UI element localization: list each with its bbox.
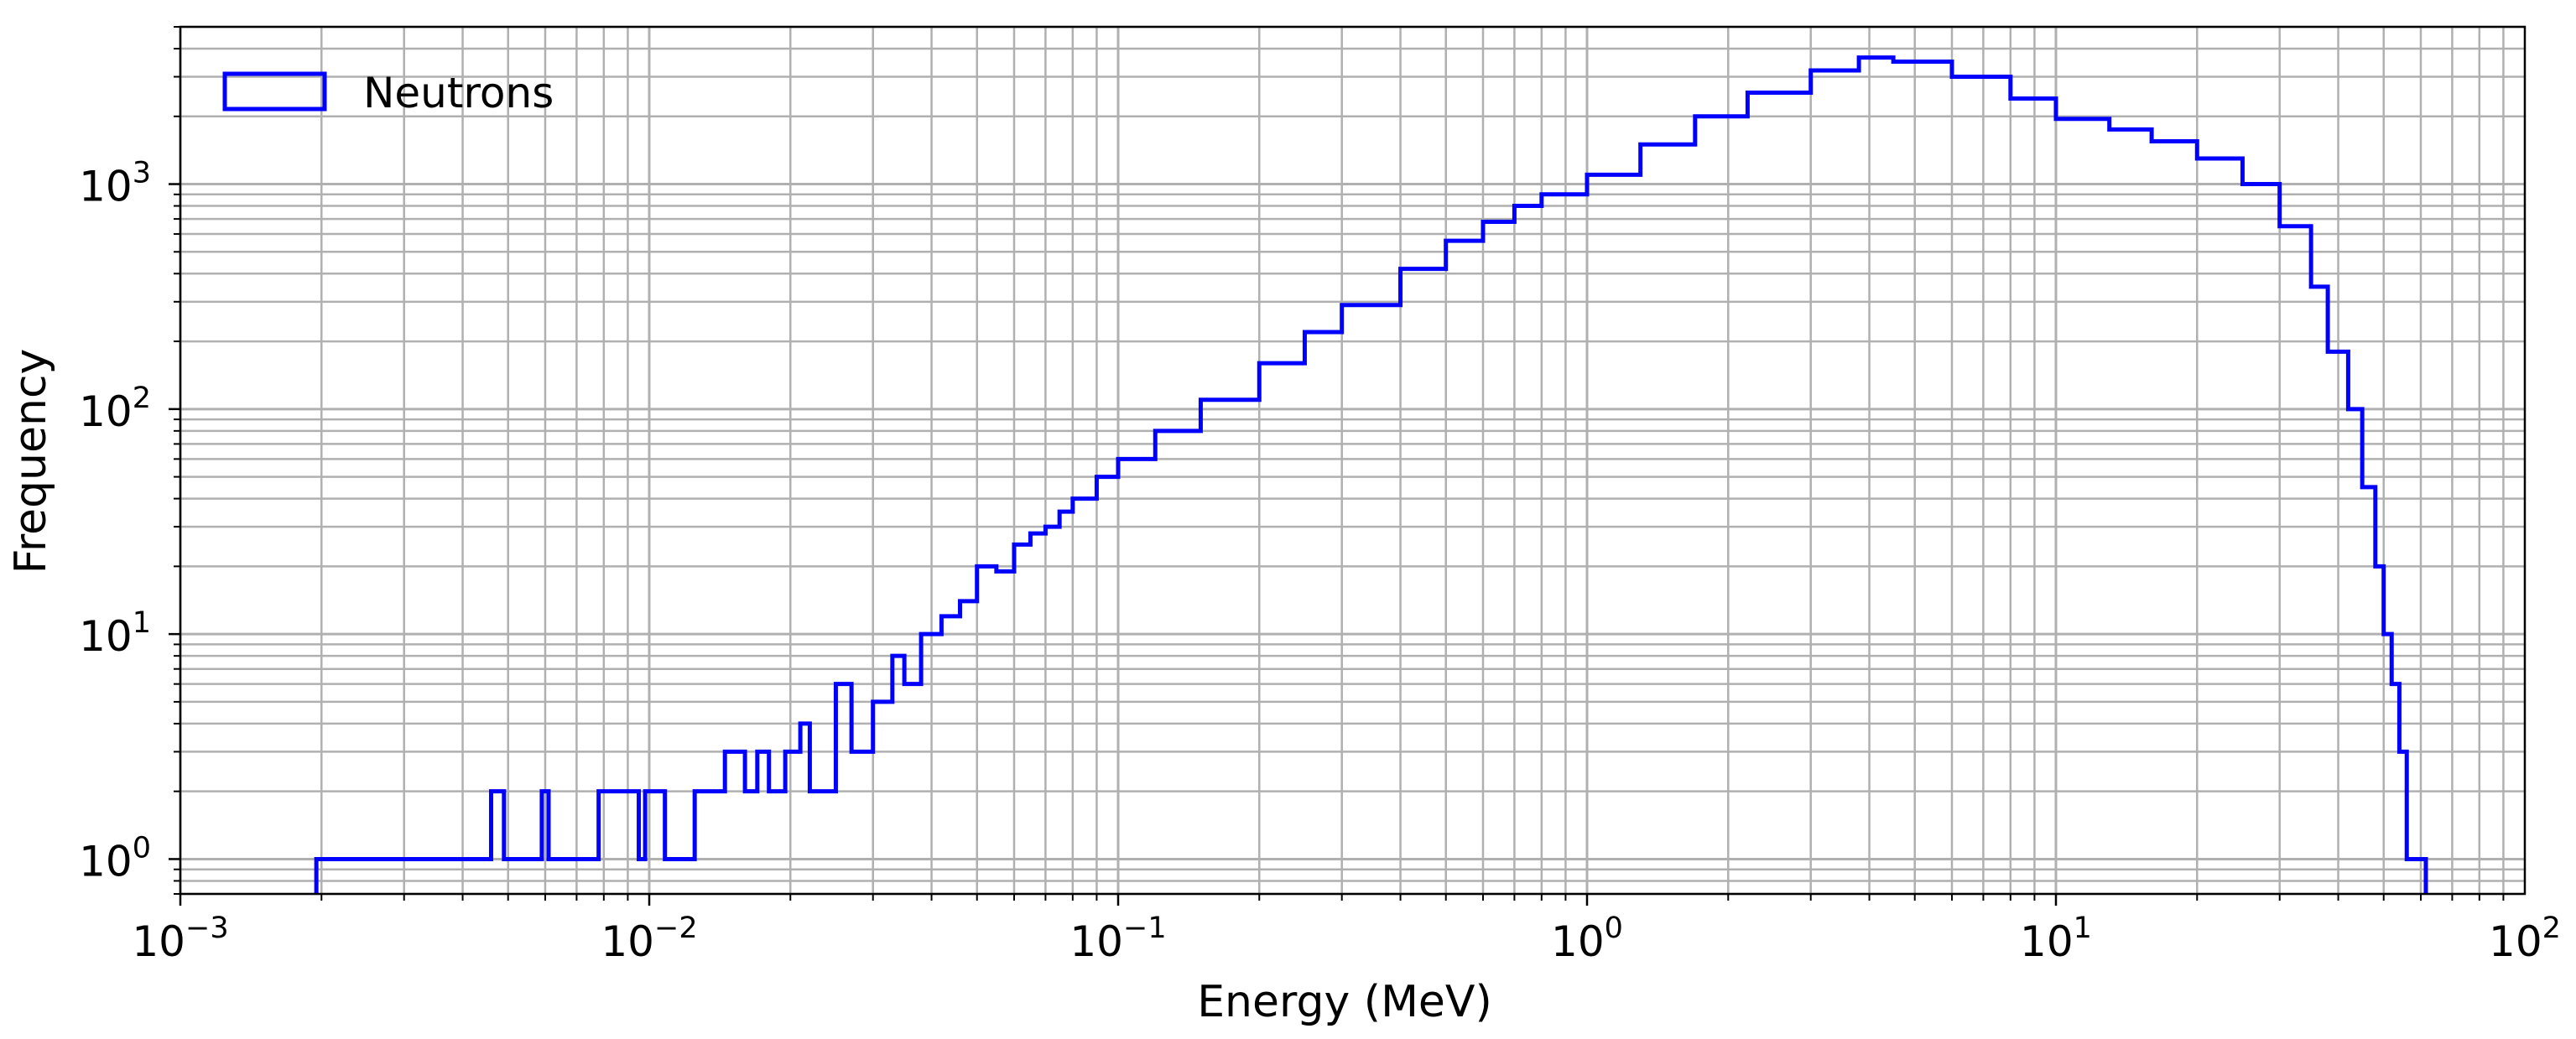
x-tick-label: 10−1	[1069, 912, 1166, 966]
legend: Neutrons	[222, 69, 554, 117]
series-neutrons-line	[314, 55, 2428, 894]
plot-frame	[179, 25, 2527, 896]
x-tick-labels: 10−3 10−2 10−1 100 101 102	[132, 912, 2561, 966]
x-tick-label: 102	[2489, 912, 2561, 966]
x-axis-label: Energy (MeV)	[1197, 977, 1492, 1027]
x-tick-label: 10−2	[601, 912, 697, 966]
x-tick-label: 10−3	[132, 912, 228, 966]
tick-marks	[169, 26, 2505, 906]
x-tick-label: 100	[1551, 912, 1623, 966]
y-tick-label: 100	[79, 831, 151, 886]
y-tick-label: 101	[79, 606, 151, 661]
y-axis-label: Frequency	[6, 349, 56, 574]
y-tick-label: 102	[79, 382, 151, 436]
y-tick-labels: 100 101 102 103	[79, 157, 151, 886]
legend-label: Neutrons	[363, 69, 554, 117]
y-tick-label: 103	[79, 157, 151, 211]
x-tick-label: 101	[2020, 912, 2092, 966]
series-layer	[314, 55, 2428, 894]
grid	[179, 25, 2525, 896]
legend-swatch	[222, 71, 327, 112]
